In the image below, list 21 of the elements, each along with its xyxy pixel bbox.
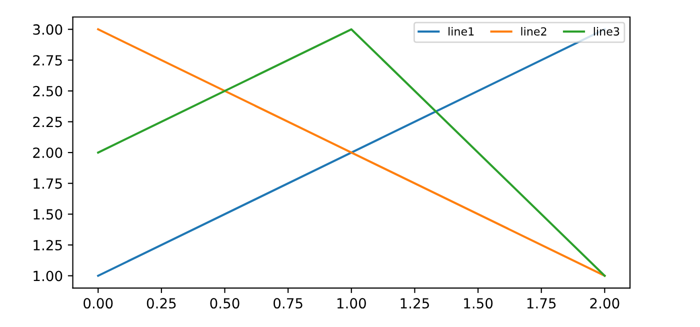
x-tick-label: 1.50: [464, 298, 493, 309]
y-tick-label: 2.00: [33, 148, 62, 158]
y-tick-label: 1.50: [34, 209, 62, 220]
x-tick-label: 0.75: [274, 298, 302, 309]
x-tick-label: 0.25: [146, 298, 176, 309]
y-tick-label: 2.25: [33, 116, 62, 128]
x-tick-label: 0.50: [210, 298, 240, 309]
y-tick-label: 1.25: [34, 240, 62, 250]
x-tick-label: 1.75: [527, 298, 556, 309]
y-tick-label: 1.75: [34, 178, 62, 189]
y-tick-label: 1.00: [34, 270, 62, 282]
x-tick-label: 0.00: [84, 298, 113, 309]
x-tick-label: 1.25: [400, 298, 429, 309]
legend-label: line2: [521, 27, 546, 36]
legend-label: line1: [448, 27, 474, 36]
y-tick-label: 2.75: [33, 55, 62, 66]
y-tick-label: 3.00: [33, 24, 62, 35]
x-tick-label: 2.00: [590, 298, 620, 309]
y-tick-label: 2.50: [33, 86, 62, 96]
legend-label: line3: [594, 27, 620, 36]
x-tick-label: 1.00: [337, 298, 366, 309]
